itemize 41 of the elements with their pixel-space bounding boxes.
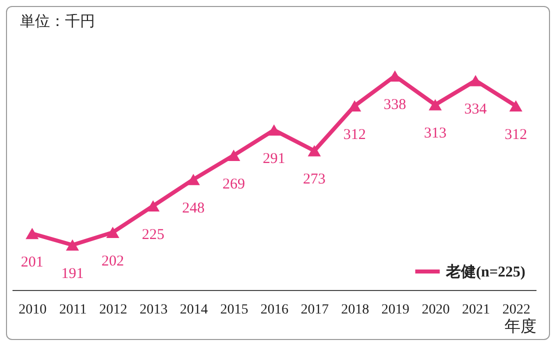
point: [428, 99, 442, 110]
point: [388, 70, 402, 82]
point: [469, 74, 482, 86]
data-label: 202: [102, 253, 124, 270]
x-tick-label: 2018: [341, 302, 370, 318]
point: [267, 124, 281, 136]
point: [227, 150, 240, 161]
x-tick-label: 2017: [300, 302, 329, 318]
point: [348, 100, 362, 112]
point: [186, 174, 200, 186]
x-tick-label: 2021: [462, 302, 490, 318]
data-label: 313: [424, 126, 446, 142]
data-label: 225: [142, 226, 164, 243]
data-label: 273: [303, 172, 326, 188]
data-label: 191: [61, 266, 84, 282]
data-label: 291: [262, 151, 286, 168]
data-label: 338: [384, 97, 406, 113]
x-tick-label: 2013: [140, 302, 168, 318]
data-label: 248: [182, 200, 205, 216]
point: [66, 239, 79, 251]
point: [106, 226, 120, 238]
x-tick-label: 2012: [99, 302, 128, 318]
point: [509, 100, 522, 112]
point: [26, 228, 39, 240]
x-tick-label: 2019: [381, 302, 410, 318]
legend-label: 老健(n=225): [445, 264, 526, 280]
x-tick-label: 2011: [59, 302, 87, 318]
x-tick-label: 2020: [422, 302, 450, 318]
x-tick-label: 2022: [502, 302, 530, 318]
x-axis-title: 年度: [504, 318, 536, 336]
data-label: 312: [504, 126, 528, 143]
point: [146, 200, 160, 212]
data-label: 312: [343, 126, 366, 143]
data-label: 201: [20, 254, 44, 271]
data-label: 269: [222, 176, 245, 192]
x-tick-label: 2015: [220, 302, 248, 318]
x-tick-label: 2016: [260, 302, 288, 318]
point: [308, 145, 321, 156]
x-tick-label: 2014: [180, 302, 208, 318]
x-tick-label: 2010: [18, 302, 47, 318]
data-label: 334: [464, 102, 488, 118]
